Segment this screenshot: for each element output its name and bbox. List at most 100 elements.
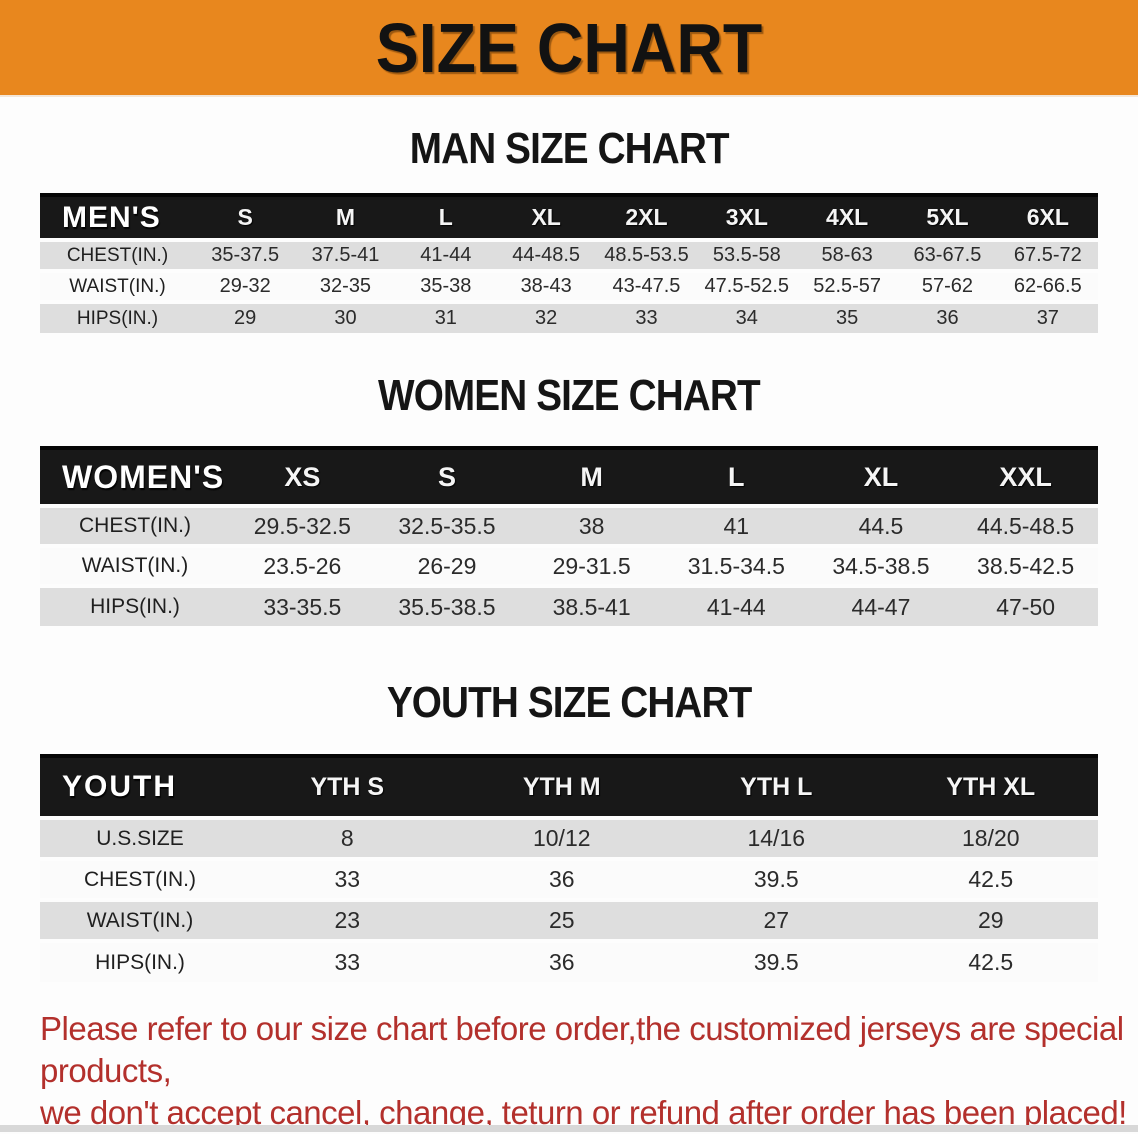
women-col-xxl: XXL xyxy=(953,446,1098,508)
youth-value-cell: 39.5 xyxy=(669,859,884,900)
disclaimer-line-2: we don't accept cancel, change, teturn o… xyxy=(40,1094,1127,1131)
women-value-cell: 38.5-41 xyxy=(519,586,664,626)
men-value-cell: 41-44 xyxy=(395,240,496,271)
men-value-cell: 31 xyxy=(395,302,496,333)
men-value-cell: 36 xyxy=(897,302,998,333)
women-value-cell: 23.5-26 xyxy=(230,546,375,586)
men-row-hips-in-: HIPS(IN.) 29 30 31 32 33 34 35 36 37 xyxy=(40,302,1098,333)
youth-value-cell: 10/12 xyxy=(454,818,669,859)
women-row-waist-in-: WAIST(IN.) 23.5-26 26-29 29-31.5 31.5-34.5 34… xyxy=(40,546,1098,586)
youth-row-waist-in-: WAIST(IN.) 23 25 27 29 xyxy=(40,900,1098,941)
women-value-cell: 44-47 xyxy=(808,586,954,626)
men-value-cell: 30 xyxy=(295,302,396,333)
youth-section-heading: YOUTH SIZE CHART xyxy=(386,678,752,727)
men-col-6xl: 6XL xyxy=(997,193,1098,242)
youth-col-yth-m: YTH M xyxy=(454,754,669,820)
youth-value-cell: 42.5 xyxy=(883,859,1098,900)
women-col-xl: XL xyxy=(808,446,954,508)
women-heading-wrap: WOMEN SIZE CHART xyxy=(0,371,1138,421)
women-header-row: WOMEN'S XS S M L XL XXL xyxy=(40,446,1098,508)
youth-row-chest-in-: CHEST(IN.) 33 36 39.5 42.5 xyxy=(40,859,1098,900)
youth-value-cell: 23 xyxy=(240,900,455,941)
men-value-cell: 32-35 xyxy=(295,271,396,302)
youth-value-cell: 36 xyxy=(454,941,669,982)
men-value-cell: 44-48.5 xyxy=(495,240,597,271)
youth-col-yth-xl: YTH XL xyxy=(883,754,1098,820)
men-value-cell: 29 xyxy=(195,302,296,333)
youth-col-yth-l: YTH L xyxy=(669,754,884,820)
men-value-cell: 52.5-57 xyxy=(796,271,898,302)
youth-row-label: CHEST(IN.) xyxy=(40,859,240,900)
men-value-cell: 35 xyxy=(796,302,898,333)
youth-size-section: YOUTH SIZE CHART YOUTH YTH S YTH M YTH L YTH … xyxy=(0,678,1138,982)
women-value-cell: 38 xyxy=(519,506,664,546)
youth-row-label: HIPS(IN.) xyxy=(40,941,240,982)
men-row-label: CHEST(IN.) xyxy=(40,240,195,271)
women-value-cell: 32.5-35.5 xyxy=(374,506,520,546)
women-value-cell: 31.5-34.5 xyxy=(663,546,809,586)
men-value-cell: 33 xyxy=(596,302,697,333)
women-size-section: WOMEN SIZE CHART WOMEN'S XS S M L XL XXL CHEST(I… xyxy=(0,371,1138,626)
women-value-cell: 47-50 xyxy=(953,586,1098,626)
women-group-label: WOMEN'S xyxy=(40,446,230,508)
youth-value-cell: 33 xyxy=(240,941,455,982)
youth-row-label: WAIST(IN.) xyxy=(40,900,240,941)
men-row-label: HIPS(IN.) xyxy=(40,302,195,333)
women-row-label: HIPS(IN.) xyxy=(40,586,230,626)
men-value-cell: 29-32 xyxy=(195,271,296,302)
men-row-chest-in-: CHEST(IN.) 35-37.5 37.5-41 41-44 44-48.5 48.5… xyxy=(40,240,1098,271)
youth-heading-wrap: YOUTH SIZE CHART xyxy=(0,678,1138,728)
women-value-cell: 34.5-38.5 xyxy=(808,546,954,586)
men-value-cell: 37 xyxy=(997,302,1098,333)
men-value-cell: 62-66.5 xyxy=(997,271,1098,302)
women-value-cell: 41-44 xyxy=(663,586,809,626)
men-group-label: MEN'S xyxy=(40,193,195,242)
women-col-m: M xyxy=(519,446,664,508)
women-value-cell: 29.5-32.5 xyxy=(230,506,375,546)
youth-value-cell: 18/20 xyxy=(883,818,1098,859)
women-col-s: S xyxy=(374,446,520,508)
men-row-label: WAIST(IN.) xyxy=(40,271,195,302)
page-title: SIZE CHART xyxy=(375,8,763,87)
men-value-cell: 67.5-72 xyxy=(997,240,1098,271)
size-chart-banner: SIZE CHART xyxy=(0,0,1138,97)
men-value-cell: 58-63 xyxy=(796,240,898,271)
women-value-cell: 29-31.5 xyxy=(519,546,664,586)
men-col-xl: XL xyxy=(495,193,597,242)
youth-value-cell: 14/16 xyxy=(669,818,884,859)
men-value-cell: 37.5-41 xyxy=(295,240,396,271)
men-col-l: L xyxy=(395,193,496,242)
youth-value-cell: 42.5 xyxy=(883,941,1098,982)
women-row-label: CHEST(IN.) xyxy=(40,506,230,546)
men-col-2xl: 2XL xyxy=(596,193,697,242)
men-col-5xl: 5XL xyxy=(897,193,998,242)
women-value-cell: 38.5-42.5 xyxy=(953,546,1098,586)
youth-size-table: YOUTH YTH S YTH M YTH L YTH XL U.S.SIZE 8 10/12… xyxy=(40,754,1098,982)
women-col-l: L xyxy=(663,446,809,508)
men-value-cell: 47.5-52.5 xyxy=(696,271,797,302)
bottom-edge-divider xyxy=(0,1125,1138,1132)
men-col-m: M xyxy=(295,193,396,242)
youth-value-cell: 29 xyxy=(883,900,1098,941)
youth-value-cell: 25 xyxy=(454,900,669,941)
men-size-section: MAN SIZE CHART MEN'S S M L XL 2XL 3XL 4XL 5XL 6XL C… xyxy=(0,124,1138,333)
men-col-s: S xyxy=(195,193,296,242)
men-value-cell: 38-43 xyxy=(495,271,597,302)
men-value-cell: 32 xyxy=(495,302,597,333)
women-value-cell: 44.5-48.5 xyxy=(953,506,1098,546)
men-size-table: MEN'S S M L XL 2XL 3XL 4XL 5XL 6XL CHEST(IN.) 35-37… xyxy=(40,193,1098,333)
women-row-chest-in-: CHEST(IN.) 29.5-32.5 32.5-35.5 38 41 44.5 44.5… xyxy=(40,506,1098,546)
youth-value-cell: 8 xyxy=(240,818,455,859)
women-row-label: WAIST(IN.) xyxy=(40,546,230,586)
youth-row-u-s-size: U.S.SIZE 8 10/12 14/16 18/20 xyxy=(40,818,1098,859)
men-header-row: MEN'S S M L XL 2XL 3XL 4XL 5XL 6XL xyxy=(40,193,1098,242)
youth-row-label: U.S.SIZE xyxy=(40,818,240,859)
men-value-cell: 48.5-53.5 xyxy=(596,240,697,271)
women-section-heading: WOMEN SIZE CHART xyxy=(378,371,761,420)
youth-value-cell: 39.5 xyxy=(669,941,884,982)
disclaimer-line-1: Please refer to our size chart before or… xyxy=(40,1010,1124,1089)
youth-header-row: YOUTH YTH S YTH M YTH L YTH XL xyxy=(40,754,1098,820)
size-tables-container: MAN SIZE CHART MEN'S S M L XL 2XL 3XL 4XL 5XL 6XL C… xyxy=(0,124,1138,982)
men-value-cell: 35-37.5 xyxy=(195,240,296,271)
disclaimer: Please refer to our size chart before or… xyxy=(40,1008,1138,1134)
